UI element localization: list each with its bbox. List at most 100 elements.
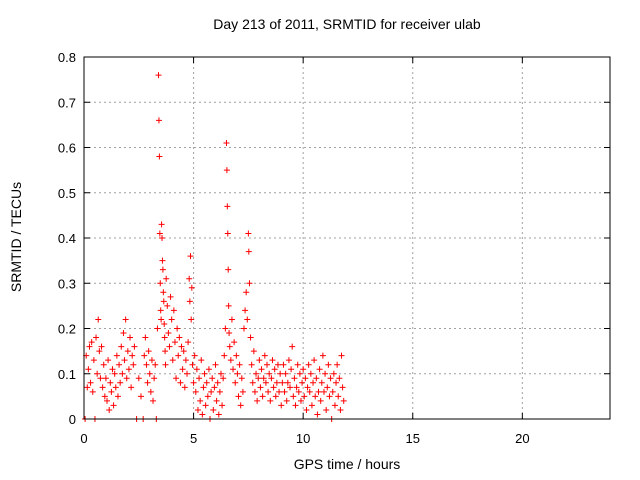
data-point <box>189 361 196 368</box>
data-point <box>277 370 284 377</box>
data-point <box>336 375 343 382</box>
data-point <box>100 361 107 368</box>
data-point <box>307 370 314 377</box>
data-point <box>181 384 188 391</box>
data-point <box>94 370 101 377</box>
data-point <box>323 406 330 413</box>
data-point <box>187 253 194 260</box>
data-point <box>253 370 260 377</box>
data-point <box>151 375 158 382</box>
data-point <box>148 357 155 364</box>
data-point <box>233 352 240 359</box>
data-point <box>278 402 285 409</box>
data-point <box>279 379 286 386</box>
y-tick-label: 0.2 <box>58 322 76 337</box>
data-point <box>334 361 341 368</box>
data-point <box>288 366 295 373</box>
data-point <box>171 339 178 346</box>
data-point <box>251 388 258 395</box>
data-point <box>112 384 119 391</box>
data-point <box>89 388 96 395</box>
data-point <box>157 280 164 287</box>
data-point <box>114 393 121 400</box>
data-point <box>177 379 184 386</box>
data-point <box>145 348 152 355</box>
data-point <box>242 307 249 314</box>
data-point <box>122 316 129 323</box>
data-point <box>271 366 278 373</box>
data-point <box>118 343 125 350</box>
y-tick-label: 0.7 <box>58 95 76 110</box>
data-point <box>107 379 114 386</box>
x-tick-label: 10 <box>296 431 310 446</box>
data-point <box>198 357 205 364</box>
data-point <box>190 379 197 386</box>
data-point <box>174 325 181 332</box>
data-point <box>143 361 150 368</box>
x-tick-label: 5 <box>190 431 197 446</box>
data-point <box>226 330 233 337</box>
data-point <box>306 388 313 395</box>
data-point <box>104 397 111 404</box>
data-point <box>268 375 275 382</box>
data-point <box>317 397 324 404</box>
data-point <box>310 379 317 386</box>
data-point <box>331 402 338 409</box>
data-point <box>324 384 331 391</box>
data-point <box>255 375 262 382</box>
data-point <box>230 366 237 373</box>
data-point <box>95 316 102 323</box>
data-point <box>116 361 123 368</box>
data-point <box>244 316 251 323</box>
data-point <box>203 379 210 386</box>
data-point <box>96 348 103 355</box>
data-point <box>220 375 227 382</box>
data-point <box>194 406 201 413</box>
data-point <box>159 257 166 264</box>
data-point <box>186 275 193 282</box>
y-tick-label: 0.5 <box>58 186 76 201</box>
x-tick-label: 20 <box>515 431 529 446</box>
data-point <box>217 370 224 377</box>
data-point <box>200 384 207 391</box>
x-tick-label: 0 <box>80 431 87 446</box>
data-point <box>339 384 346 391</box>
data-point <box>274 361 281 368</box>
data-point <box>245 248 252 255</box>
data-point <box>110 402 117 409</box>
data-point <box>117 379 124 386</box>
data-point <box>182 357 189 364</box>
data-point <box>327 375 334 382</box>
data-point <box>296 370 303 377</box>
data-point <box>316 366 323 373</box>
data-point <box>160 298 167 305</box>
data-point <box>297 397 304 404</box>
y-tick-label: 0.6 <box>58 141 76 156</box>
data-point <box>273 379 280 386</box>
data-point <box>106 406 113 413</box>
data-point <box>267 397 274 404</box>
data-point <box>312 393 319 400</box>
y-tick-label: 0.4 <box>58 231 76 246</box>
data-point <box>152 361 159 368</box>
data-point <box>170 307 177 314</box>
data-point <box>235 393 242 400</box>
data-point <box>226 343 233 350</box>
data-point <box>173 375 180 382</box>
data-point <box>293 384 300 391</box>
chart-title: Day 213 of 2011, SRMTID for receiver ula… <box>213 16 481 32</box>
data-point <box>337 406 344 413</box>
data-point <box>87 379 94 386</box>
data-point <box>284 379 291 386</box>
data-point <box>88 339 95 346</box>
data-point <box>141 352 148 359</box>
x-tick-label: 15 <box>406 431 420 446</box>
data-point <box>97 375 104 382</box>
data-point <box>216 388 223 395</box>
data-point <box>213 397 220 404</box>
data-point <box>330 370 337 377</box>
data-point <box>224 230 231 237</box>
data-point <box>175 352 182 359</box>
data-point <box>238 375 245 382</box>
data-point <box>221 352 228 359</box>
